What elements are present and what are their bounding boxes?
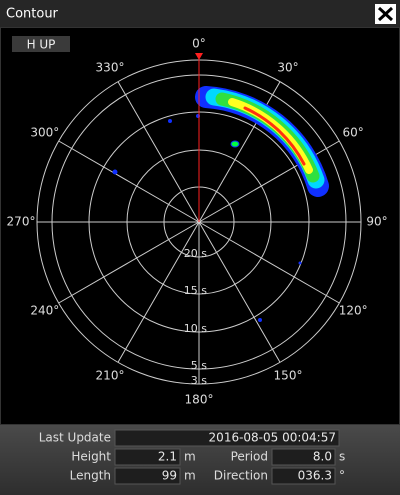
bearing-line	[117, 221, 200, 363]
bearing-label: 180°	[185, 393, 214, 407]
ring-label: 3 s	[191, 374, 207, 387]
bearing-label: 120°	[339, 304, 368, 318]
field-box	[114, 467, 181, 485]
close-button[interactable]	[375, 4, 396, 24]
field-unit: °	[339, 469, 345, 483]
field-label: Direction	[214, 469, 268, 483]
bearing-label: 30°	[277, 60, 298, 74]
ring-label: 20 s	[184, 247, 207, 260]
bearing-label: 0°	[192, 37, 206, 51]
bearing-label: 300°	[30, 126, 59, 140]
field-unit: s	[339, 450, 345, 464]
bearing-line	[58, 221, 200, 304]
ring-label: 15 s	[184, 284, 207, 297]
bearing-label: 330°	[96, 60, 125, 74]
bearing-line	[58, 140, 200, 223]
field-box	[114, 448, 181, 466]
contour-image	[112, 86, 329, 322]
field-label: Last Update	[39, 431, 111, 445]
heading-marker	[195, 53, 203, 222]
field-value: 2016-08-05 00:04:57	[209, 431, 336, 445]
field-value: 2.1	[158, 450, 177, 464]
bearing-label: 60°	[343, 126, 364, 140]
bearing-line	[198, 221, 340, 304]
bearing-label: 270°	[7, 215, 36, 229]
field-value: 99	[162, 469, 177, 483]
field-value: 036.3	[298, 469, 332, 483]
field-unit: m	[184, 469, 196, 483]
mode-button[interactable]: H UP	[12, 36, 70, 52]
bearing-label: 240°	[30, 304, 59, 318]
mode-button-label: H UP	[27, 38, 56, 52]
field-box	[271, 467, 336, 485]
field-label: Height	[71, 450, 111, 464]
title-bar	[0, 0, 400, 27]
field-box	[271, 448, 336, 466]
window-title: Contour	[6, 7, 59, 22]
bearing-label: 210°	[96, 369, 125, 383]
bearing-line	[117, 81, 200, 223]
field-box	[114, 429, 340, 447]
ring-label: 10 s	[184, 322, 207, 335]
info-fields: Last Update 2016-08-05 00:04:57 Height 2.1 m…	[39, 429, 345, 485]
field-unit: m	[184, 450, 196, 464]
field-value: 8.0	[313, 450, 332, 464]
bearing-line	[198, 221, 281, 363]
polar-grid: 0° 30° 60° 90° 120° 150° 180° 210° 240° 270° 300° 3…	[7, 37, 388, 407]
bearing-label: 150°	[274, 369, 303, 383]
field-label: Length	[70, 469, 111, 483]
bearing-label: 90°	[366, 215, 387, 229]
ring-label: 5 s	[191, 359, 207, 372]
field-label: Period	[231, 450, 268, 464]
